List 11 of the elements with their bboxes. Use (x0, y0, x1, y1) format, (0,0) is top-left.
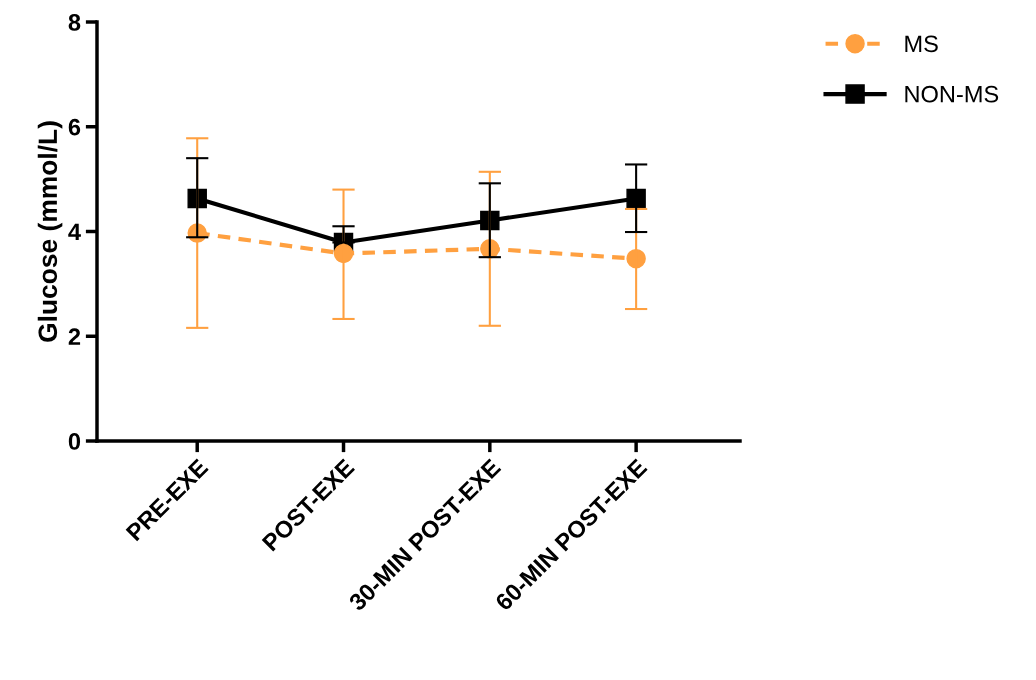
point (187, 188, 207, 209)
y-tick-label: 2 (68, 328, 81, 345)
y-axis-title: Glucose (mmol/L) (37, 121, 63, 342)
y-tick-label: 6 (68, 118, 81, 136)
y-tick-label: 4 (68, 223, 81, 241)
y-tick-label: 0 (68, 433, 81, 450)
legend-label: NON-MS (905, 85, 999, 103)
point (626, 188, 646, 209)
y-tick-label: 8 (68, 14, 81, 31)
point (480, 210, 500, 231)
legend-label: MS (905, 35, 938, 53)
